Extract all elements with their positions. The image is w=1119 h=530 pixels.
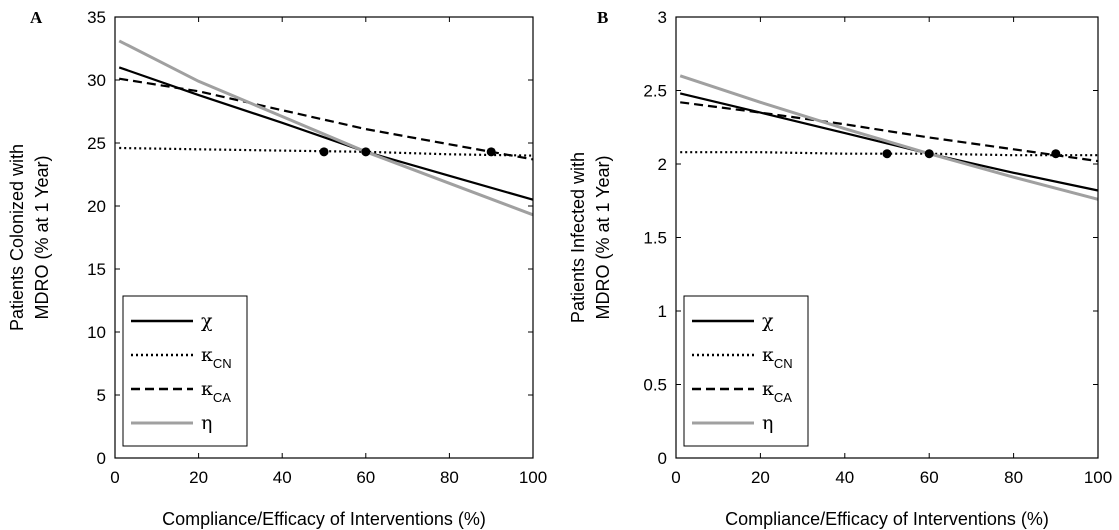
markers <box>882 149 1061 159</box>
x-tick-label: 80 <box>1004 468 1023 487</box>
legend-entry-2: κCA <box>201 378 231 405</box>
series-lines <box>118 39 534 217</box>
y-tick-label: 1.5 <box>643 229 667 248</box>
legend-entry-name: η <box>762 412 773 434</box>
series-line-3 <box>679 74 1099 201</box>
legend-entry-name: η <box>201 412 212 434</box>
x-tick-label: 20 <box>189 468 208 487</box>
legend-entry-name: κ <box>201 378 213 400</box>
x-axis-label: Compliance/Efficacy of Interventions (%) <box>162 509 486 529</box>
marker-point-2 <box>1051 149 1061 159</box>
series-line-0 <box>118 66 534 201</box>
legend-entry-subscript: CA <box>213 390 231 405</box>
y-tick-label: 2 <box>658 155 667 174</box>
legend-entry-1: κCN <box>201 344 232 371</box>
legend-entry-0: χ <box>762 310 774 332</box>
y-tick-label: 1 <box>658 302 667 321</box>
y-axis-label-line1: Patients Colonized with <box>7 144 27 331</box>
series-line-2 <box>680 101 1099 163</box>
y-axis: 0 5 10 15 20 25 30 35 <box>87 8 533 468</box>
legend-entry-name: κ <box>762 378 774 400</box>
y-tick-label: 5 <box>97 386 106 405</box>
x-tick-label: 100 <box>519 468 547 487</box>
y-tick-label: 30 <box>87 71 106 90</box>
legend-entry-name: χ <box>201 310 213 332</box>
series-lines <box>679 74 1099 201</box>
markers <box>319 147 496 157</box>
y-tick-label: 10 <box>87 323 106 342</box>
legend-entry-name: κ <box>762 344 774 366</box>
legend-entry-subscript: CA <box>774 390 792 405</box>
series-line-0 <box>679 92 1099 192</box>
legend-entry-0: χ <box>201 310 213 332</box>
x-tick-label: 40 <box>835 468 854 487</box>
x-tick-label: 80 <box>440 468 459 487</box>
y-tick-label: 3 <box>658 8 667 27</box>
marker-point-1 <box>361 147 371 157</box>
legend-entry-3: η <box>762 412 773 434</box>
legend-entry-name: χ <box>762 310 774 332</box>
y-tick-label: 0 <box>658 449 667 468</box>
y-axis-label-line1: Patients Infected with <box>568 152 588 323</box>
x-tick-label: 100 <box>1084 468 1112 487</box>
y-tick-label: 0 <box>97 449 106 468</box>
x-axis-label: Compliance/Efficacy of Interventions (%) <box>725 509 1049 529</box>
legend-entry-subscript: CN <box>213 356 232 371</box>
legend-entry-subscript: CN <box>774 356 793 371</box>
legend-entry-2: κCA <box>762 378 792 405</box>
marker-point-1 <box>924 149 934 159</box>
x-axis: 0 20 40 60 80 100 <box>671 17 1112 487</box>
x-tick-label: 60 <box>356 468 375 487</box>
legend-entry-1: κCN <box>762 344 793 371</box>
x-tick-label: 0 <box>671 468 680 487</box>
y-tick-label: 0.5 <box>643 376 667 395</box>
panel-label: B <box>597 8 608 27</box>
y-tick-label: 2.5 <box>643 82 667 101</box>
series-line-3 <box>118 39 534 217</box>
series-line-1 <box>119 146 534 157</box>
y-tick-label: 35 <box>87 8 106 27</box>
legend-entry-3: η <box>201 412 212 434</box>
x-axis: 0 20 40 60 80 100 <box>110 17 547 487</box>
marker-point-0 <box>882 149 892 159</box>
y-tick-label: 15 <box>87 260 106 279</box>
series-line-2 <box>119 77 534 161</box>
y-tick-label: 20 <box>87 197 106 216</box>
y-tick-label: 25 <box>87 134 106 153</box>
x-tick-label: 20 <box>751 468 770 487</box>
marker-point-2 <box>486 147 496 157</box>
x-tick-label: 60 <box>920 468 939 487</box>
y-axis: 0 0.5 1 1.5 2 2.5 3 <box>643 8 1098 468</box>
chart-panel-b: B 0 20 40 60 80 100 0 0.5 1 1.5 2 2.5 3 Compliance/Eff… <box>568 8 1112 529</box>
y-axis-label-line2: MDRO (% at 1 Year) <box>32 155 52 319</box>
legend-entry-name: κ <box>201 344 213 366</box>
x-tick-label: 40 <box>273 468 292 487</box>
plot-frame <box>114 16 534 459</box>
panel-label: A <box>30 8 43 27</box>
x-tick-label: 0 <box>110 468 119 487</box>
marker-point-0 <box>319 147 329 157</box>
y-axis-label-line2: MDRO (% at 1 Year) <box>593 155 613 319</box>
chart-panel-a: A 0 20 40 60 80 100 0 5 10 15 20 25 30 35 Compliance/Ef… <box>7 8 547 529</box>
